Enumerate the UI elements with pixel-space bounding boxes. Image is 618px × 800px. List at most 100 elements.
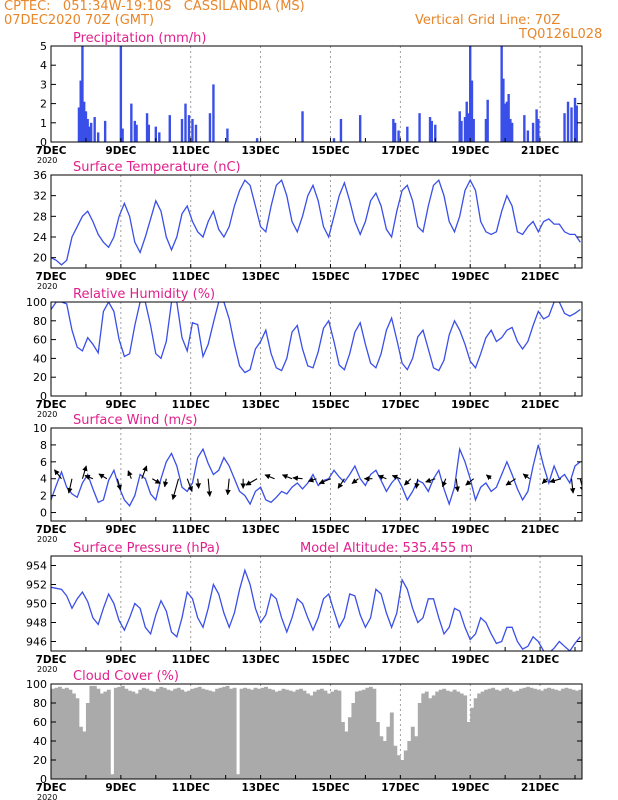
- precip-bar: [255, 138, 259, 142]
- panel-wind: 0 2 4 6 8 10 7DEC 9DEC 11DEC 13DEC 15DEC 17DEC 19DEC…: [33, 413, 583, 544]
- wind-arrow: [84, 474, 94, 480]
- wind-arrow: [116, 478, 122, 491]
- wind-arrow: [377, 474, 387, 480]
- wind-arrow: [441, 478, 447, 488]
- precip-bar: [460, 120, 463, 142]
- cloud-bar: [396, 755, 401, 779]
- precip-bar: [509, 118, 512, 142]
- precip-bar: [208, 113, 212, 142]
- y-tick-label: 80: [33, 697, 47, 710]
- x-tick-label: 21DEC: [521, 782, 560, 794]
- cloud-bar: [463, 695, 468, 779]
- cloud-bar: [529, 687, 534, 779]
- wind-arrow: [245, 478, 258, 486]
- precip-bar: [168, 115, 171, 142]
- y-tick-label: 5: [40, 40, 47, 53]
- precip-bar: [406, 126, 409, 142]
- x-tick-label: 15DEC: [311, 399, 350, 411]
- precip-bar: [358, 115, 362, 142]
- cloud-bar: [127, 690, 132, 779]
- precip-bar: [472, 118, 475, 142]
- cloud-bar: [494, 689, 499, 779]
- x-tick-label: 13DEC: [241, 145, 280, 157]
- cloud-bar: [417, 703, 422, 779]
- x-tick-label: 19DEC: [451, 524, 490, 536]
- precip-bar: [145, 113, 149, 142]
- x-tick-label: 7DEC: [36, 524, 67, 536]
- cloud-bar: [393, 745, 398, 779]
- y-tick-label: 946: [26, 636, 47, 649]
- cloud-bar: [120, 685, 125, 779]
- cloud-bar: [162, 687, 167, 779]
- cloud-bar: [428, 698, 433, 779]
- cloud-bar: [568, 688, 572, 779]
- precip-bar: [158, 132, 161, 142]
- x-tick-label: 15DEC: [311, 654, 350, 666]
- y-tick-label: 948: [26, 617, 47, 630]
- cloud-bar: [134, 693, 139, 779]
- y-tick-label: 24: [33, 231, 47, 244]
- y-tick-label: 952: [26, 579, 47, 592]
- y-tick-label: 20: [33, 754, 47, 767]
- cloud-bar: [96, 688, 101, 779]
- cloud-bar: [239, 688, 244, 779]
- wind-arrow: [292, 475, 303, 481]
- wind-arrow: [522, 473, 530, 480]
- precip-bar: [463, 117, 467, 142]
- x-tick-label: 7DEC: [36, 399, 67, 411]
- panel-frame: [50, 555, 583, 652]
- cloud-bar: [257, 688, 262, 779]
- cloud-bar: [194, 687, 199, 779]
- x-tick-label: 11DEC: [172, 782, 211, 794]
- wind-arrow: [264, 474, 275, 480]
- cloud-bar: [414, 736, 419, 779]
- cloud-bar: [285, 689, 289, 779]
- cloud-bar: [138, 689, 143, 779]
- x-tick-label: 13DEC: [241, 654, 280, 666]
- cloud-bar: [498, 690, 503, 779]
- precip-bar: [130, 103, 133, 142]
- x-tick-label: 9DEC: [105, 145, 136, 157]
- cloud-bar: [442, 688, 447, 779]
- header-date: 07DEC2020 70Z (GMT): [4, 13, 155, 28]
- cloud-bar: [169, 690, 174, 779]
- cloud-bar: [176, 687, 181, 779]
- precip-bar: [86, 118, 89, 142]
- cloud-bar: [78, 726, 83, 779]
- x-tick-label: 19DEC: [451, 271, 490, 283]
- cloud-bar: [236, 774, 241, 779]
- precip-bar: [194, 124, 198, 142]
- x-tick-label: 17DEC: [381, 145, 420, 157]
- pres-line: [51, 568, 581, 651]
- cloud-bar: [99, 693, 104, 779]
- panel-cloud: 0 20 40 60 80 100 7DEC 9DEC 11DEC 13DEC 15DEC 17DEC…: [26, 669, 583, 800]
- cloud-bar: [85, 703, 90, 779]
- cloud-bar: [536, 689, 541, 779]
- y-tick-label: 1: [40, 117, 47, 130]
- cloud-bar: [400, 760, 405, 779]
- wind-arrow: [414, 478, 420, 489]
- cloud-bar: [271, 689, 275, 779]
- cloud-bar: [292, 691, 296, 779]
- cloud-bar: [180, 689, 185, 779]
- cloud-bar: [190, 688, 195, 779]
- cloud-bar: [473, 698, 478, 779]
- cloud-bar: [51, 688, 55, 779]
- precip-bar: [82, 101, 86, 142]
- cloud-bar: [152, 691, 157, 779]
- cloud-bar: [365, 687, 370, 779]
- precip-bar: [212, 84, 215, 142]
- rh-line: [51, 302, 581, 374]
- cloud-bar: [449, 691, 454, 779]
- panel-precip: 0 1 2 3 4 5 7DEC 9DEC 11DEC 13DEC 15DEC 17DEC 19DEC 2…: [36, 31, 583, 165]
- cloud-bar: [330, 691, 335, 779]
- cloud-bar: [501, 688, 506, 779]
- y-tick-label: 0: [40, 136, 47, 149]
- precip-bar: [392, 118, 395, 142]
- cloud-bar: [267, 688, 272, 779]
- y-tick-label: 0: [40, 773, 47, 786]
- cloud-bar: [361, 689, 366, 779]
- y-tick-label: 6: [40, 456, 47, 469]
- y-tick-label: 10: [33, 422, 47, 435]
- cloud-bar: [82, 731, 87, 779]
